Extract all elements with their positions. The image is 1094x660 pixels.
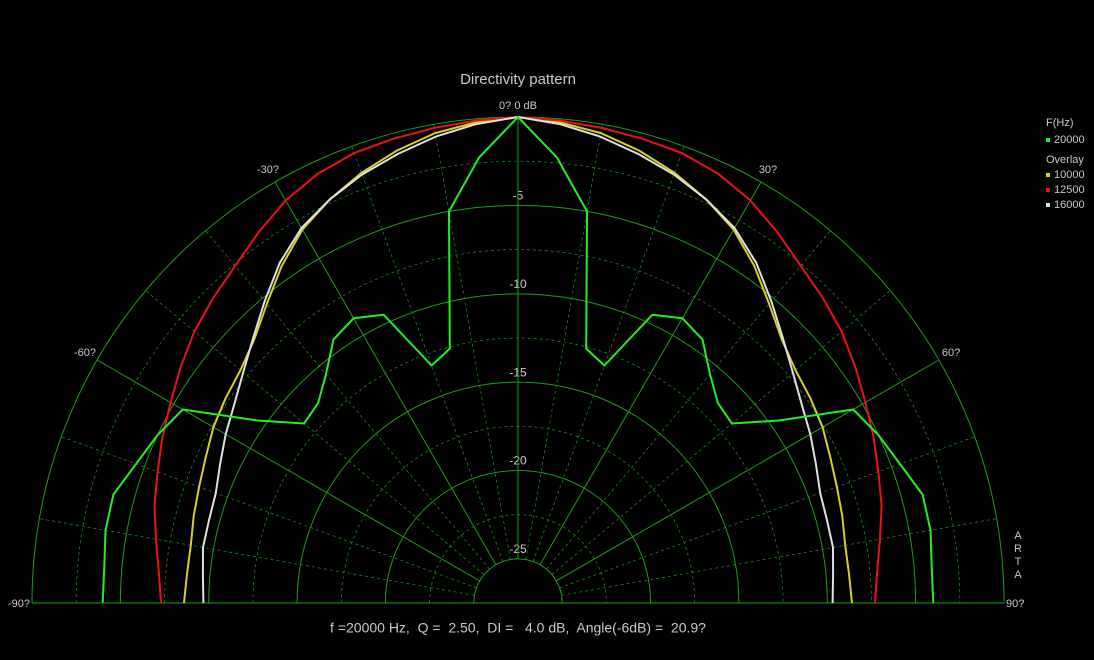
chart-title: Directivity pattern <box>460 71 576 88</box>
minor-spoke <box>433 124 511 560</box>
ring <box>473 558 563 604</box>
watermark: ARTA <box>1012 530 1024 582</box>
minor-spoke <box>525 124 603 560</box>
angle-label: 0? 0 dB <box>499 100 537 112</box>
legend-label: 20000 <box>1054 134 1085 146</box>
minor-spoke <box>61 436 477 589</box>
spoke <box>274 181 497 565</box>
legend-label: 12500 <box>1054 184 1085 196</box>
minor-spoke <box>532 146 685 562</box>
angle-label: -90? <box>8 598 30 610</box>
spoke <box>539 181 762 565</box>
minor-spoke <box>39 518 475 596</box>
angle-label: -60? <box>74 347 96 359</box>
legend-swatch <box>1046 138 1050 142</box>
spoke <box>96 359 480 582</box>
angle-label: 90? <box>1006 598 1024 610</box>
legend-swatch <box>1046 188 1050 192</box>
legend-swatch <box>1046 203 1050 207</box>
legend-label: 16000 <box>1054 199 1085 211</box>
minor-spoke <box>351 146 504 562</box>
legend-swatch <box>1046 173 1050 177</box>
spoke <box>556 359 940 582</box>
angle-label: 60? <box>942 347 960 359</box>
minor-spoke <box>546 230 831 570</box>
overlay-title: Overlay <box>1046 154 1084 166</box>
series-line <box>101 116 935 604</box>
footer: f =20000 Hz, Q = 2.50, DI = 4.0 dB, Angl… <box>330 620 706 636</box>
minor-spoke <box>551 290 891 575</box>
legend-title: F(Hz) <box>1046 117 1074 129</box>
legend-label: 10000 <box>1054 169 1085 181</box>
minor-spoke <box>561 518 997 596</box>
minor-spoke <box>559 436 975 589</box>
minor-spoke <box>145 290 485 575</box>
angle-label: 30? <box>759 164 777 176</box>
minor-spoke <box>205 230 490 570</box>
angle-label: -30? <box>257 164 279 176</box>
